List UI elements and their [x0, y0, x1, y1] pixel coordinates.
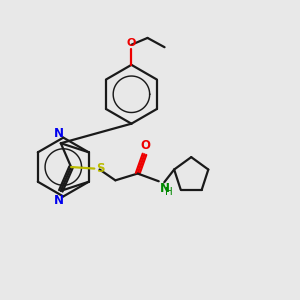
Text: O: O [140, 139, 150, 152]
Text: N: N [160, 182, 170, 195]
Text: N: N [54, 194, 64, 207]
Text: S: S [96, 162, 104, 175]
Text: H: H [165, 187, 173, 197]
Text: O: O [127, 38, 136, 48]
Text: N: N [54, 127, 64, 140]
